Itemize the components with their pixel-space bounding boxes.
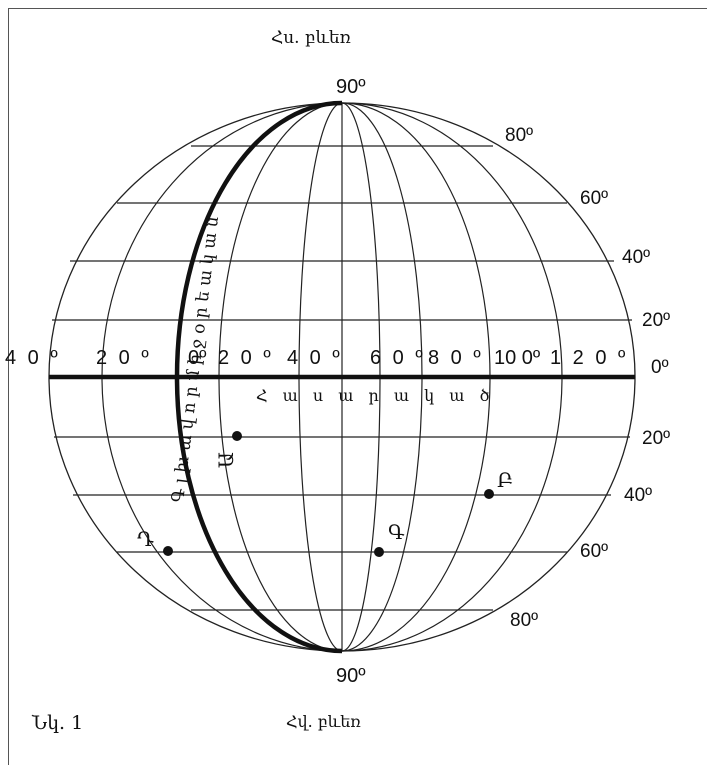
lon-label: 6 0 º xyxy=(370,347,426,369)
lon-label: 2 0 º xyxy=(218,347,274,369)
lat-label-20s: 20º xyxy=(642,428,671,449)
lat-label-40n: 40º xyxy=(622,247,651,268)
point-c-marker xyxy=(374,547,384,557)
point-a-label: Ա xyxy=(214,451,239,469)
equator-degree: 0º xyxy=(651,357,669,378)
lon-label: 1 2 0 º xyxy=(550,347,629,369)
point-b-label: Բ xyxy=(497,468,514,492)
point-a-marker xyxy=(232,431,242,441)
point-d-label: Դ xyxy=(137,527,154,551)
equator-caption: Հ ա ս ա ր ա կ ա ծ xyxy=(256,386,495,405)
lat-label-80n: 80º xyxy=(505,125,534,146)
lat-label-80s: 80º xyxy=(510,610,539,631)
figure-caption: Նկ. 1 xyxy=(32,712,84,734)
north-pole-label: Հս. բևեռ xyxy=(271,28,351,48)
lat-label-60n: 60º xyxy=(580,188,609,209)
lat-label-20n: 20º xyxy=(642,310,671,331)
lon-label: 4 0 º xyxy=(5,347,61,369)
point-c-label: Գ xyxy=(388,520,405,544)
lon-label: 0º xyxy=(188,347,207,369)
lon-label: 10 0º xyxy=(494,347,541,369)
lat-label-60s: 60º xyxy=(580,541,609,562)
south-pole-label: Հվ. բևեռ xyxy=(286,712,361,731)
lon-label: 4 0 º xyxy=(287,347,343,369)
lon-label: 2 0 º xyxy=(96,347,152,369)
lat-label-40s: 40º xyxy=(624,485,653,506)
figure-frame xyxy=(8,8,707,765)
points xyxy=(163,431,494,557)
point-d-marker xyxy=(163,546,173,556)
lon-label: 8 0 º xyxy=(428,347,484,369)
bottom-pole-degree: 90º xyxy=(336,665,366,687)
point-b-marker xyxy=(484,489,494,499)
top-pole-degree: 90º xyxy=(336,76,366,98)
